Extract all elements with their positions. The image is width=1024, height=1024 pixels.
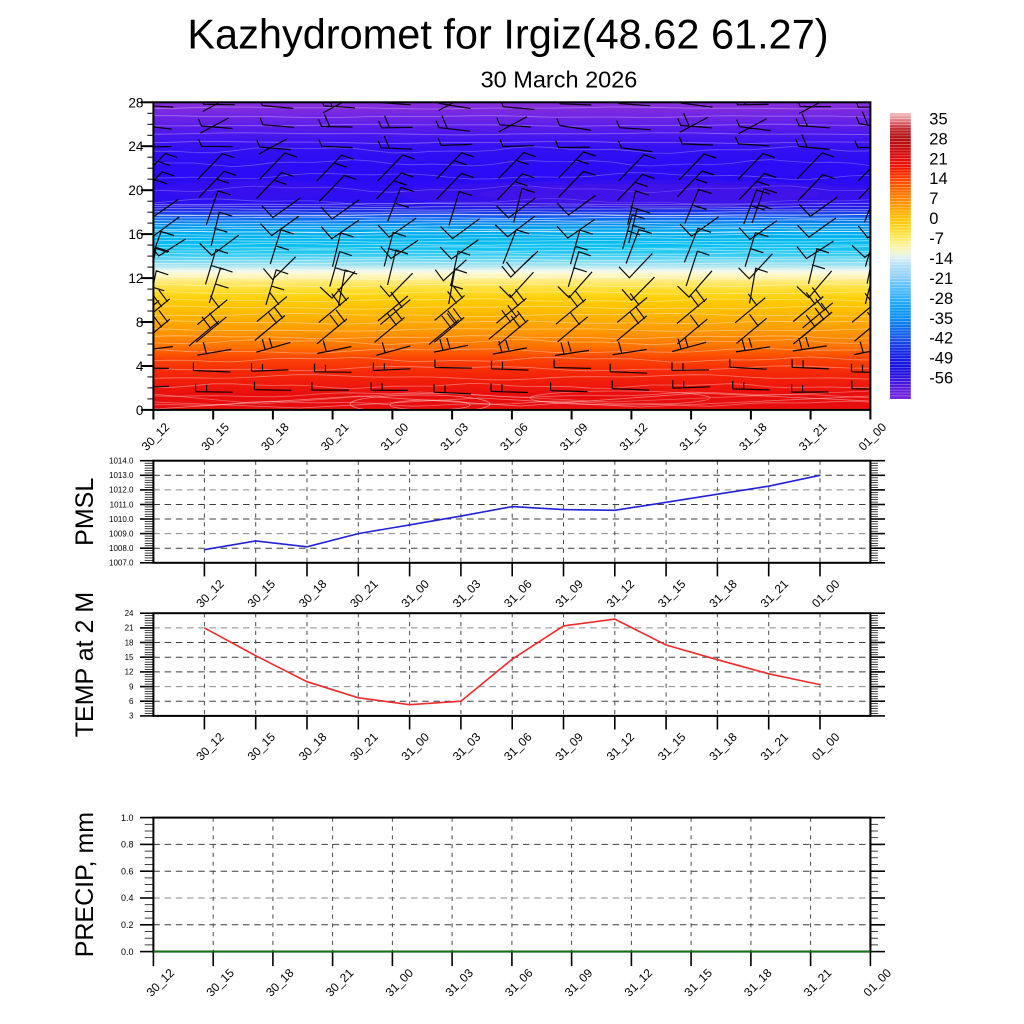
- svg-text:1011.0: 1011.0: [110, 500, 134, 509]
- svg-text:16: 16: [128, 227, 143, 242]
- svg-text:-56: -56: [929, 370, 953, 388]
- svg-text:21: 21: [125, 624, 134, 633]
- svg-text:-21: -21: [929, 270, 953, 288]
- svg-text:28: 28: [929, 130, 947, 148]
- svg-text:0: 0: [136, 403, 144, 418]
- svg-text:0.0: 0.0: [121, 947, 134, 957]
- svg-text:1009.0: 1009.0: [109, 529, 134, 538]
- svg-text:1014.0: 1014.0: [109, 457, 134, 466]
- svg-text:35: 35: [929, 110, 947, 128]
- svg-text:0.8: 0.8: [121, 840, 134, 850]
- svg-text:-7: -7: [929, 230, 944, 248]
- svg-text:Kazhydromet for Irgiz(48.62 61: Kazhydromet for Irgiz(48.62 61.27): [187, 11, 828, 58]
- svg-text:7: 7: [929, 190, 938, 208]
- svg-text:1008.0: 1008.0: [109, 544, 134, 553]
- svg-text:14: 14: [929, 170, 947, 188]
- svg-text:3: 3: [129, 712, 134, 721]
- svg-text:4: 4: [136, 359, 144, 374]
- svg-text:24: 24: [128, 139, 144, 154]
- svg-text:0: 0: [929, 210, 938, 228]
- svg-text:1012.0: 1012.0: [109, 486, 134, 495]
- svg-text:PMSL: PMSL: [71, 478, 99, 546]
- svg-text:1013.0: 1013.0: [109, 471, 134, 480]
- svg-text:6: 6: [129, 697, 134, 706]
- svg-text:18: 18: [125, 638, 134, 647]
- svg-text:1010.0: 1010.0: [109, 515, 134, 524]
- svg-text:28: 28: [128, 95, 143, 110]
- svg-text:1.0: 1.0: [121, 813, 134, 823]
- svg-text:-42: -42: [929, 330, 953, 348]
- svg-text:1007.0: 1007.0: [109, 559, 134, 568]
- svg-text:-49: -49: [929, 350, 953, 368]
- svg-text:0.6: 0.6: [121, 866, 134, 876]
- svg-text:-28: -28: [929, 290, 953, 308]
- svg-text:12: 12: [125, 668, 134, 677]
- svg-text:12: 12: [128, 271, 143, 286]
- svg-text:9: 9: [129, 682, 134, 691]
- svg-text:21: 21: [929, 150, 947, 168]
- svg-text:0.2: 0.2: [121, 920, 134, 930]
- svg-text:-14: -14: [929, 250, 953, 268]
- svg-text:24: 24: [125, 609, 134, 618]
- svg-text:TEMP at 2 M: TEMP at 2 M: [71, 592, 99, 737]
- svg-text:-35: -35: [929, 310, 953, 328]
- svg-text:0.4: 0.4: [121, 893, 134, 903]
- svg-text:PRECIP, mm: PRECIP, mm: [71, 812, 99, 957]
- svg-text:15: 15: [125, 653, 134, 662]
- svg-text:30 March 2026: 30 March 2026: [481, 67, 638, 93]
- svg-text:8: 8: [136, 315, 144, 330]
- svg-text:20: 20: [128, 183, 143, 198]
